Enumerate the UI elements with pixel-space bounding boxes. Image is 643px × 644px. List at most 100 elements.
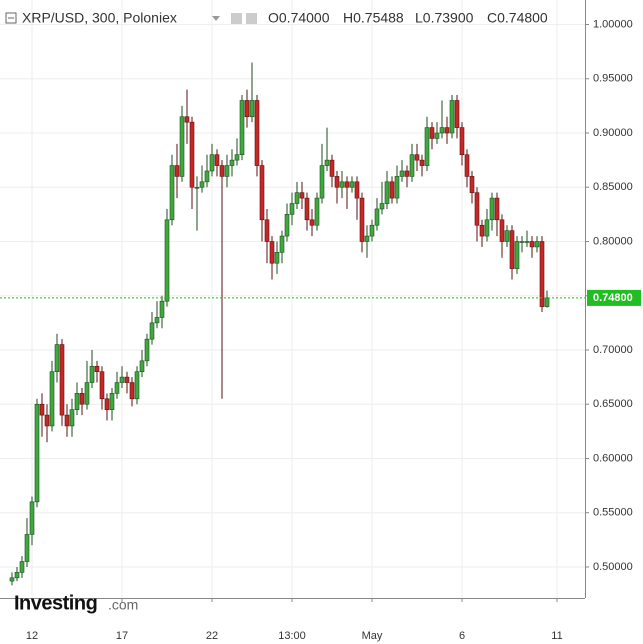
logo: Investing [14, 592, 97, 614]
y-tick-label: 0.55000 [593, 507, 633, 519]
candle-body [349, 181, 355, 188]
candle-body [329, 159, 335, 177]
candle-body [394, 176, 400, 199]
candle-body [114, 382, 120, 394]
candle-body [324, 159, 330, 166]
dropdown-arrow[interactable] [212, 16, 220, 21]
candle-body [284, 214, 290, 237]
y-tick-label: 0.70000 [593, 344, 633, 356]
candle-body [494, 197, 500, 221]
candle-body [539, 241, 545, 307]
last-price-label: 0.74800 [593, 292, 633, 304]
candle-body [219, 165, 225, 177]
candle-body [399, 170, 405, 177]
candle-body [259, 165, 265, 221]
candle-body [49, 371, 55, 427]
ohlc-high: H0.75488 [343, 10, 404, 26]
y-tick-label: 0.95000 [593, 73, 633, 85]
y-tick-label: 0.60000 [593, 452, 633, 464]
candle-body [254, 100, 260, 166]
y-tick-label: 0.80000 [593, 235, 633, 247]
candle-body [164, 219, 170, 302]
collapse-icon[interactable] [5, 12, 17, 24]
candle-body [54, 344, 60, 372]
candle-body [199, 181, 205, 188]
chart-title: XRP/USD, 300, Poloniex [22, 10, 177, 26]
candle-body [504, 230, 510, 242]
candle-body [514, 241, 520, 269]
candle-body [189, 121, 195, 188]
candle-body [379, 203, 385, 210]
candle-body [159, 300, 165, 318]
candle-body [374, 208, 380, 226]
candle-body [299, 192, 305, 199]
y-tick-label: 1.00000 [593, 18, 633, 30]
candle-body [249, 100, 255, 118]
candle-body [79, 393, 85, 405]
candle-body [384, 181, 390, 204]
candle-body [224, 165, 230, 177]
candle-body [414, 154, 420, 161]
candle-body [154, 317, 160, 324]
candle-body [94, 365, 100, 372]
candle-body [429, 127, 435, 139]
candle-body [354, 181, 360, 199]
header: XRP/USD, 300, Poloniex O0.74000 H0.75488… [5, 10, 548, 26]
candle-body [99, 371, 105, 400]
candle-body [39, 403, 45, 416]
candle-body [229, 159, 235, 166]
x-tick-label: 12 [26, 630, 38, 642]
y-tick-label: 0.90000 [593, 127, 633, 139]
candle-body [359, 197, 365, 242]
candle-body [269, 241, 275, 264]
candle-body [444, 127, 450, 134]
x-tick-label: May [362, 630, 383, 642]
candle-body [304, 197, 310, 221]
candle-body [419, 159, 425, 166]
candle-body [309, 219, 315, 226]
candle-body [424, 127, 430, 166]
candle-body [529, 241, 535, 248]
candle-body [409, 154, 415, 177]
candle-body [499, 219, 505, 242]
candle-body [29, 501, 35, 535]
ohlc-open: O0.74000 [268, 10, 330, 26]
candle-body [334, 176, 340, 188]
candle-body [484, 219, 490, 237]
candle-body [289, 203, 295, 215]
candle-body [174, 165, 180, 177]
candle-body [14, 572, 20, 579]
candle-body [519, 241, 525, 243]
candle-body [544, 297, 550, 307]
candle-body [209, 154, 215, 172]
candle-body [339, 181, 345, 188]
candle-body [239, 100, 245, 156]
candle-body [389, 181, 395, 199]
candle-body [24, 534, 30, 562]
candle-body [449, 100, 455, 134]
candle-body [524, 241, 530, 243]
candle-body [139, 360, 145, 372]
candle-body [279, 235, 285, 253]
candle-body [364, 235, 370, 242]
candle-body [264, 219, 270, 242]
candle-body [9, 577, 15, 582]
y-tick-label: 0.85000 [593, 181, 633, 193]
candle-body [274, 252, 280, 264]
candle-body [439, 127, 445, 134]
y-tick-label: 0.65000 [593, 398, 633, 410]
candle-body [489, 197, 495, 221]
y-tick-label: 0.50000 [593, 561, 633, 573]
eye-icon[interactable] [246, 13, 257, 24]
candle-body [194, 186, 200, 189]
x-tick-label: 22 [206, 630, 218, 642]
candle-body [129, 382, 135, 400]
x-tick-label: 13:00 [278, 630, 306, 642]
candle-body [344, 181, 350, 188]
settings-icon[interactable] [231, 13, 242, 24]
last-price-box [587, 289, 641, 306]
candle-body [314, 197, 320, 226]
candle-body [119, 376, 125, 383]
logo-suffix: .com [108, 597, 138, 613]
